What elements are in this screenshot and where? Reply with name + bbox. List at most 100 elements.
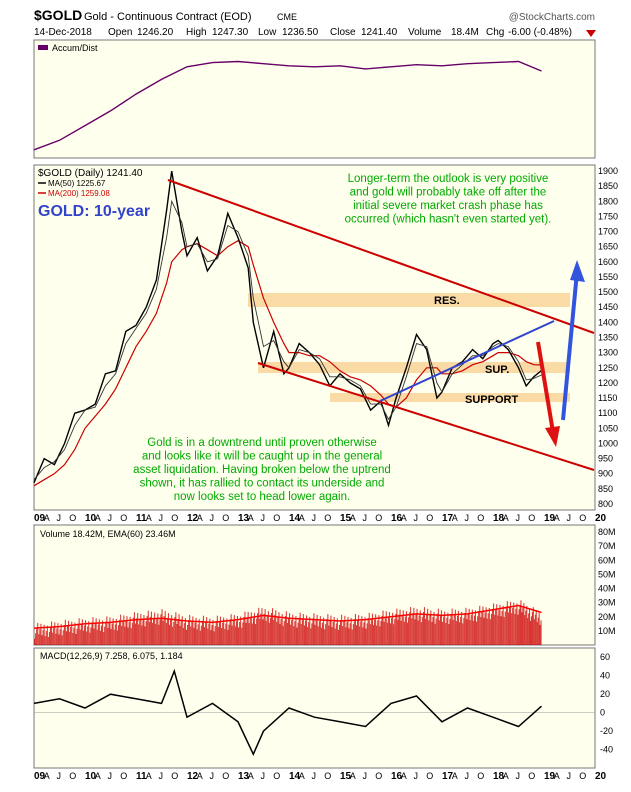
volume-bar [396, 608, 398, 645]
x-month-label: A [95, 771, 101, 781]
volume-bar [53, 627, 55, 645]
volume-bar [456, 615, 458, 645]
chart-title: GOLD: 10-year [38, 203, 150, 220]
close-value: 1241.40 [361, 27, 398, 38]
chg-value: -6.00 (-0.48%) [508, 27, 572, 38]
volume-bar [173, 621, 175, 645]
volume-bar [512, 607, 514, 645]
volume-y-tick: 20M [598, 612, 616, 622]
volume-bar [71, 621, 73, 645]
volume-bar [457, 610, 459, 645]
volume-bar [188, 619, 190, 645]
volume-bar [290, 624, 292, 645]
macd-x-axis: 09A J O 10A J O 11 A J O 12A J O 13A J O 14A J O 15A J O 16A J O… [34, 771, 607, 782]
volume-bar [376, 625, 378, 645]
volume-bar [168, 624, 170, 645]
volume-bar [473, 615, 475, 645]
volume-bar [61, 635, 63, 645]
volume-bar [486, 618, 488, 645]
volume-bar [539, 624, 541, 645]
volume-bar [381, 615, 383, 645]
volume-bar [129, 616, 131, 645]
volume-bar [520, 600, 522, 645]
volume-bar [99, 630, 101, 645]
x-month-label: J [363, 771, 368, 781]
volume-bar [222, 622, 224, 645]
volume-bar [514, 613, 516, 645]
volume-bar [283, 621, 285, 645]
low-label: Low [258, 27, 277, 38]
volume-bar [393, 624, 395, 645]
volume-bar [435, 618, 437, 645]
x-month-label: A [95, 513, 101, 523]
volume-bar [42, 629, 44, 645]
volume-bar [480, 617, 482, 645]
brand-label[interactable]: @StockCharts.com [509, 12, 595, 23]
x-year-label: 13 [238, 771, 250, 782]
volume-bar [328, 625, 330, 645]
volume-bar [375, 614, 377, 645]
volume-bar [221, 628, 223, 645]
volume-bar [294, 621, 296, 645]
volume-bar [374, 619, 376, 645]
volume-bar [499, 605, 501, 645]
volume-bar [295, 616, 297, 645]
volume-bar [98, 619, 100, 645]
price-y-tick: 800 [598, 499, 613, 509]
volume-y-tick: 10M [598, 626, 616, 636]
volume-bar [319, 616, 321, 645]
price-legend-label: $GOLD (Daily) 1241.40 [38, 168, 143, 179]
volume-bar [418, 615, 420, 645]
contract-name: Gold - Continuous Contract (EOD) [84, 11, 252, 23]
volume-bar [44, 636, 46, 645]
x-month-label: A [350, 513, 356, 523]
volume-bar [211, 625, 213, 645]
volume-bar [170, 619, 172, 645]
volume-bar [231, 625, 233, 645]
volume-bar [313, 613, 315, 645]
x-year-label: 20 [595, 771, 607, 782]
volume-bar [415, 614, 417, 645]
volume-ema-line [33, 604, 542, 629]
volume-bar [104, 626, 106, 645]
x-month-label: O [273, 771, 280, 781]
volume-bar [433, 612, 435, 645]
close-label: Close [330, 27, 356, 38]
volume-bar [432, 617, 434, 645]
volume-bar [112, 618, 114, 645]
chart-header: $GOLD Gold - Continuous Contract (EOD) C… [34, 7, 596, 38]
x-month-label: O [477, 771, 484, 781]
volume-bar [367, 618, 369, 645]
volume-bar [167, 613, 169, 645]
volume-bar [445, 622, 447, 645]
volume-bar [346, 622, 348, 645]
volume-bar [296, 627, 298, 645]
volume-bar [395, 613, 397, 645]
volume-bar [143, 615, 145, 645]
volume-bar [388, 612, 390, 645]
volume-bar [108, 622, 110, 645]
chg-label: Chg [486, 27, 504, 38]
volume-bar [158, 624, 160, 645]
volume-bar [293, 626, 295, 645]
volume-bar [286, 622, 288, 645]
volume-bar [408, 617, 410, 645]
volume-bar [247, 612, 249, 645]
volume-bar [241, 627, 243, 645]
volume-bar [416, 608, 418, 645]
volume-bar [400, 620, 402, 645]
volume-bar [440, 610, 442, 645]
volume-bar [402, 610, 404, 645]
volume-bar [353, 619, 355, 645]
volume-bar [233, 615, 235, 645]
volume-bar [150, 611, 152, 645]
x-month-label: O [375, 513, 382, 523]
volume-bar [497, 615, 499, 645]
volume-legend-label: Volume 18.42M, EMA(60) 23.46M [40, 529, 176, 539]
ma50-line [33, 199, 542, 480]
price-y-tick: 1150 [598, 393, 617, 403]
volume-bar [289, 613, 291, 645]
volume-bar [523, 603, 525, 645]
volume-bar [82, 630, 84, 645]
volume-bar [194, 622, 196, 645]
